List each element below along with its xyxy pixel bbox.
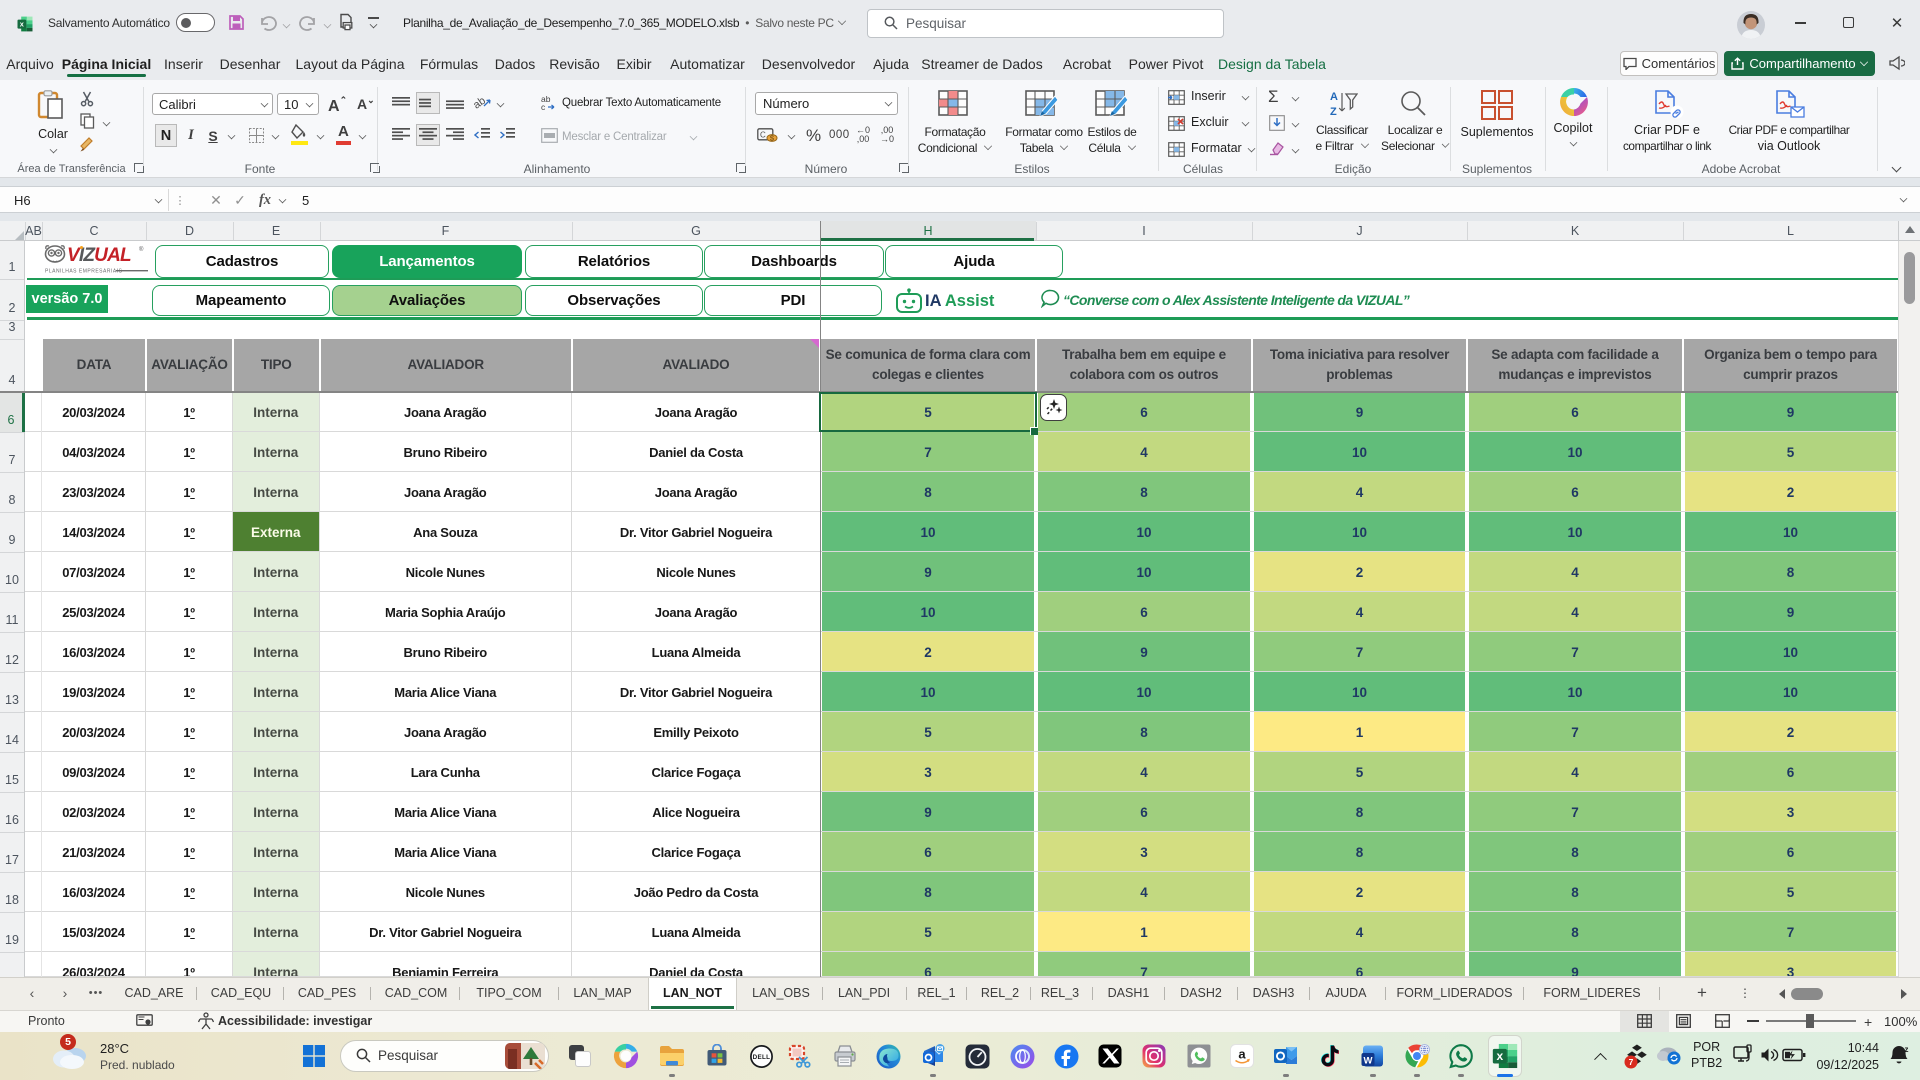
svg-text:x: x <box>20 20 25 29</box>
svg-text:PLANILHAS EMPRESARIAIS: PLANILHAS EMPRESARIAIS <box>45 269 123 275</box>
svg-text:Z: Z <box>1330 106 1337 118</box>
svg-text:x: x <box>1496 1049 1503 1063</box>
svg-text:®: ® <box>139 246 144 253</box>
svg-text:DELL: DELL <box>752 1054 770 1061</box>
svg-text:W: W <box>1364 1056 1373 1067</box>
svg-text:C: C <box>760 131 766 140</box>
svg-text:A: A <box>1330 91 1338 103</box>
svg-text:ab: ab <box>541 94 551 104</box>
svg-text:c: c <box>541 102 546 111</box>
svg-text:7: 7 <box>1629 1057 1634 1067</box>
svg-text:a: a <box>1238 1047 1246 1062</box>
svg-text:VIZUAL: VIZUAL <box>67 245 131 266</box>
svg-text:$: $ <box>770 134 775 143</box>
svg-text:z: z <box>1905 1045 1909 1054</box>
svg-text:ab: ab <box>474 95 488 110</box>
